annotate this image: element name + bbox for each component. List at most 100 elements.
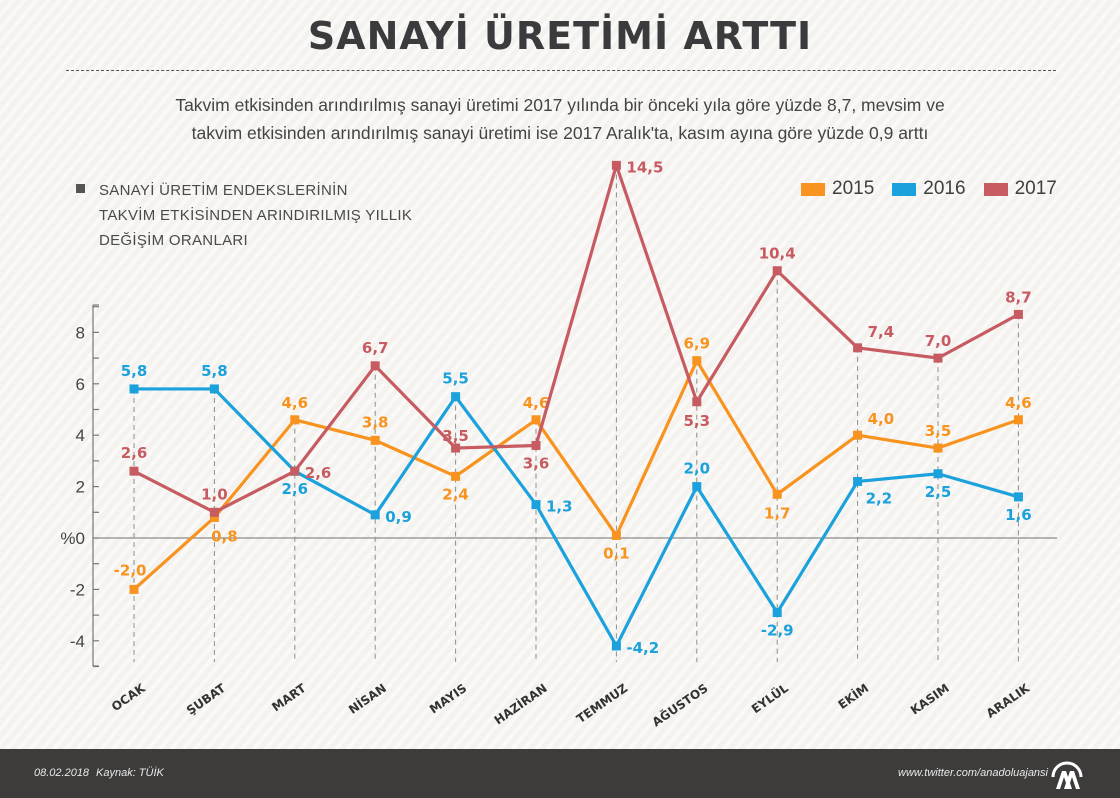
y-tick-label: -4 (70, 632, 85, 651)
series-line-2016 (134, 387, 1019, 648)
data-label: 5,5 (442, 370, 469, 388)
data-point-marker (933, 443, 943, 453)
legend-item-2015: 2015 (801, 178, 874, 200)
data-point-marker (531, 415, 541, 425)
data-label: 1,6 (1005, 506, 1032, 524)
data-label: 6,7 (362, 339, 389, 357)
series-2015: -2,0 0,8 4,6 3,8 2,4 4,6 0,1 6,9 1,7 4,0 3,5 4,6 (114, 335, 1032, 594)
data-point-marker (772, 608, 782, 618)
x-tick-label: EYLÜL (748, 680, 791, 716)
data-label: 1,3 (546, 498, 573, 516)
data-label: 1,7 (764, 504, 791, 522)
data-label: 3,6 (523, 454, 550, 472)
legend-label-2015: 2015 (832, 178, 875, 199)
x-tick-label: MART (269, 681, 309, 715)
page-title: SANAYİ ÜRETİMİ ARTTI (307, 14, 813, 58)
data-point-marker (933, 353, 943, 363)
series-2016: 5,8 5,8 2,6 0,9 5,5 1,3 -4,2 2,0 -2,9 2,2 2,5 1,6 (121, 362, 1032, 657)
data-point-marker (209, 512, 219, 522)
data-label: 3,5 (442, 427, 469, 445)
y-tick-label: 6 (76, 375, 85, 394)
data-label: 14,5 (626, 158, 663, 176)
data-label: 7,4 (868, 323, 895, 341)
data-label: 2,4 (442, 485, 469, 503)
y-tick-label: %0 (60, 529, 85, 548)
x-tick-label: EKİM (835, 680, 871, 712)
data-label: 10,4 (759, 245, 796, 263)
chart-heading-line-2: TAKVİM ETKİSİNDEN ARINDIRILMIŞ YILLIK (99, 207, 413, 224)
data-point-marker (611, 160, 621, 170)
chart-heading-line-3: DEĞİŞİM ORANLARI (99, 232, 248, 249)
legend-label-2016: 2016 (923, 178, 966, 199)
data-point-marker (451, 443, 461, 453)
x-tick-label: MAYIS (427, 681, 469, 716)
data-label: 0,9 (385, 508, 412, 526)
legend-label-2017: 2017 (1014, 178, 1057, 199)
data-point-marker (209, 384, 219, 394)
x-tick-label: ARALIK (984, 681, 1033, 721)
subtitle-line-2: takvim etkisinden arındırılmış sanayi ür… (191, 123, 929, 143)
data-label: 1,0 (201, 485, 228, 503)
data-point-marker (531, 440, 541, 450)
chart-heading-line-1: SANAYİ ÜRETİM ENDEKSLERİNİN (99, 182, 348, 199)
data-label: -2,0 (114, 561, 147, 579)
chart-legend: 2015 2016 2017 (801, 178, 1057, 200)
data-label: 4,6 (1005, 394, 1032, 412)
data-label: 2,6 (305, 464, 332, 482)
y-tick-label: 8 (76, 323, 85, 342)
series-2017: 2,6 1,0 2,6 6,7 3,5 3,6 14,5 5,3 10,4 7,4 7,0 8,7 (121, 158, 1032, 517)
data-point-marker (853, 343, 863, 353)
data-point-marker (129, 466, 139, 476)
anadolu-ajansi-logo-icon (1051, 761, 1083, 789)
series-line-2017 (133, 163, 1020, 514)
legend-item-2017: 2017 (983, 178, 1057, 200)
x-tick-label: NİSAN (346, 680, 389, 717)
data-label: 2,6 (121, 444, 148, 462)
data-label: 0,8 (211, 527, 238, 545)
data-label: 4,6 (282, 394, 309, 412)
data-point-marker (370, 510, 380, 520)
x-tick-label: ŞUBAT (184, 681, 229, 718)
data-point-marker (933, 469, 943, 479)
data-point-marker (129, 384, 139, 394)
x-tick-label: HAZİRAN (491, 680, 550, 727)
series-line-2015 (132, 359, 1019, 591)
x-tick-label: AĞUSTOS (649, 680, 710, 729)
data-label: 2,2 (866, 489, 893, 507)
y-tick-label: 4 (76, 426, 85, 445)
data-point-marker (853, 430, 863, 440)
footer-twitter-link[interactable]: www.twitter.com/anadoluajansi (898, 767, 1048, 779)
legend-swatch-2016 (892, 182, 917, 196)
data-label: 7,0 (925, 332, 952, 350)
data-point-marker (611, 641, 621, 651)
subtitle-line-1: Takvim etkisinden arındırılmış sanayi ür… (175, 95, 945, 115)
data-point-marker (290, 466, 300, 476)
data-point-marker (772, 489, 782, 499)
title-divider (66, 70, 1056, 71)
data-point-marker (692, 356, 702, 366)
data-label: 5,8 (121, 362, 148, 380)
data-label: -2,9 (761, 622, 794, 640)
data-label: 8,7 (1005, 288, 1032, 306)
data-label: 0,1 (603, 544, 630, 562)
data-point-marker (853, 476, 863, 486)
data-label: 3,5 (925, 422, 952, 440)
square-bullet-icon (76, 184, 85, 193)
x-tick-label: KASIM (908, 681, 952, 717)
data-point-marker (611, 530, 621, 540)
data-label: 6,9 (684, 335, 711, 353)
data-label: 2,6 (282, 480, 309, 498)
x-tick-label: OCAK (109, 681, 148, 714)
data-label: 5,8 (201, 362, 228, 380)
data-label: 3,8 (362, 413, 389, 431)
data-point-marker (451, 471, 461, 481)
legend-swatch-2017 (983, 182, 1008, 196)
data-point-marker (692, 482, 702, 492)
data-point-marker (209, 507, 219, 517)
y-tick-label: -2 (70, 580, 85, 599)
x-tick-label: TEMMUZ (574, 681, 630, 726)
chart-heading: SANAYİ ÜRETİM ENDEKSLERİNİN TAKVİM ETKİS… (76, 178, 412, 253)
footer: 08.02.2018 Kaynak: TÜİK www.twitter.com/… (0, 749, 1120, 798)
data-label: 4,6 (523, 394, 550, 412)
